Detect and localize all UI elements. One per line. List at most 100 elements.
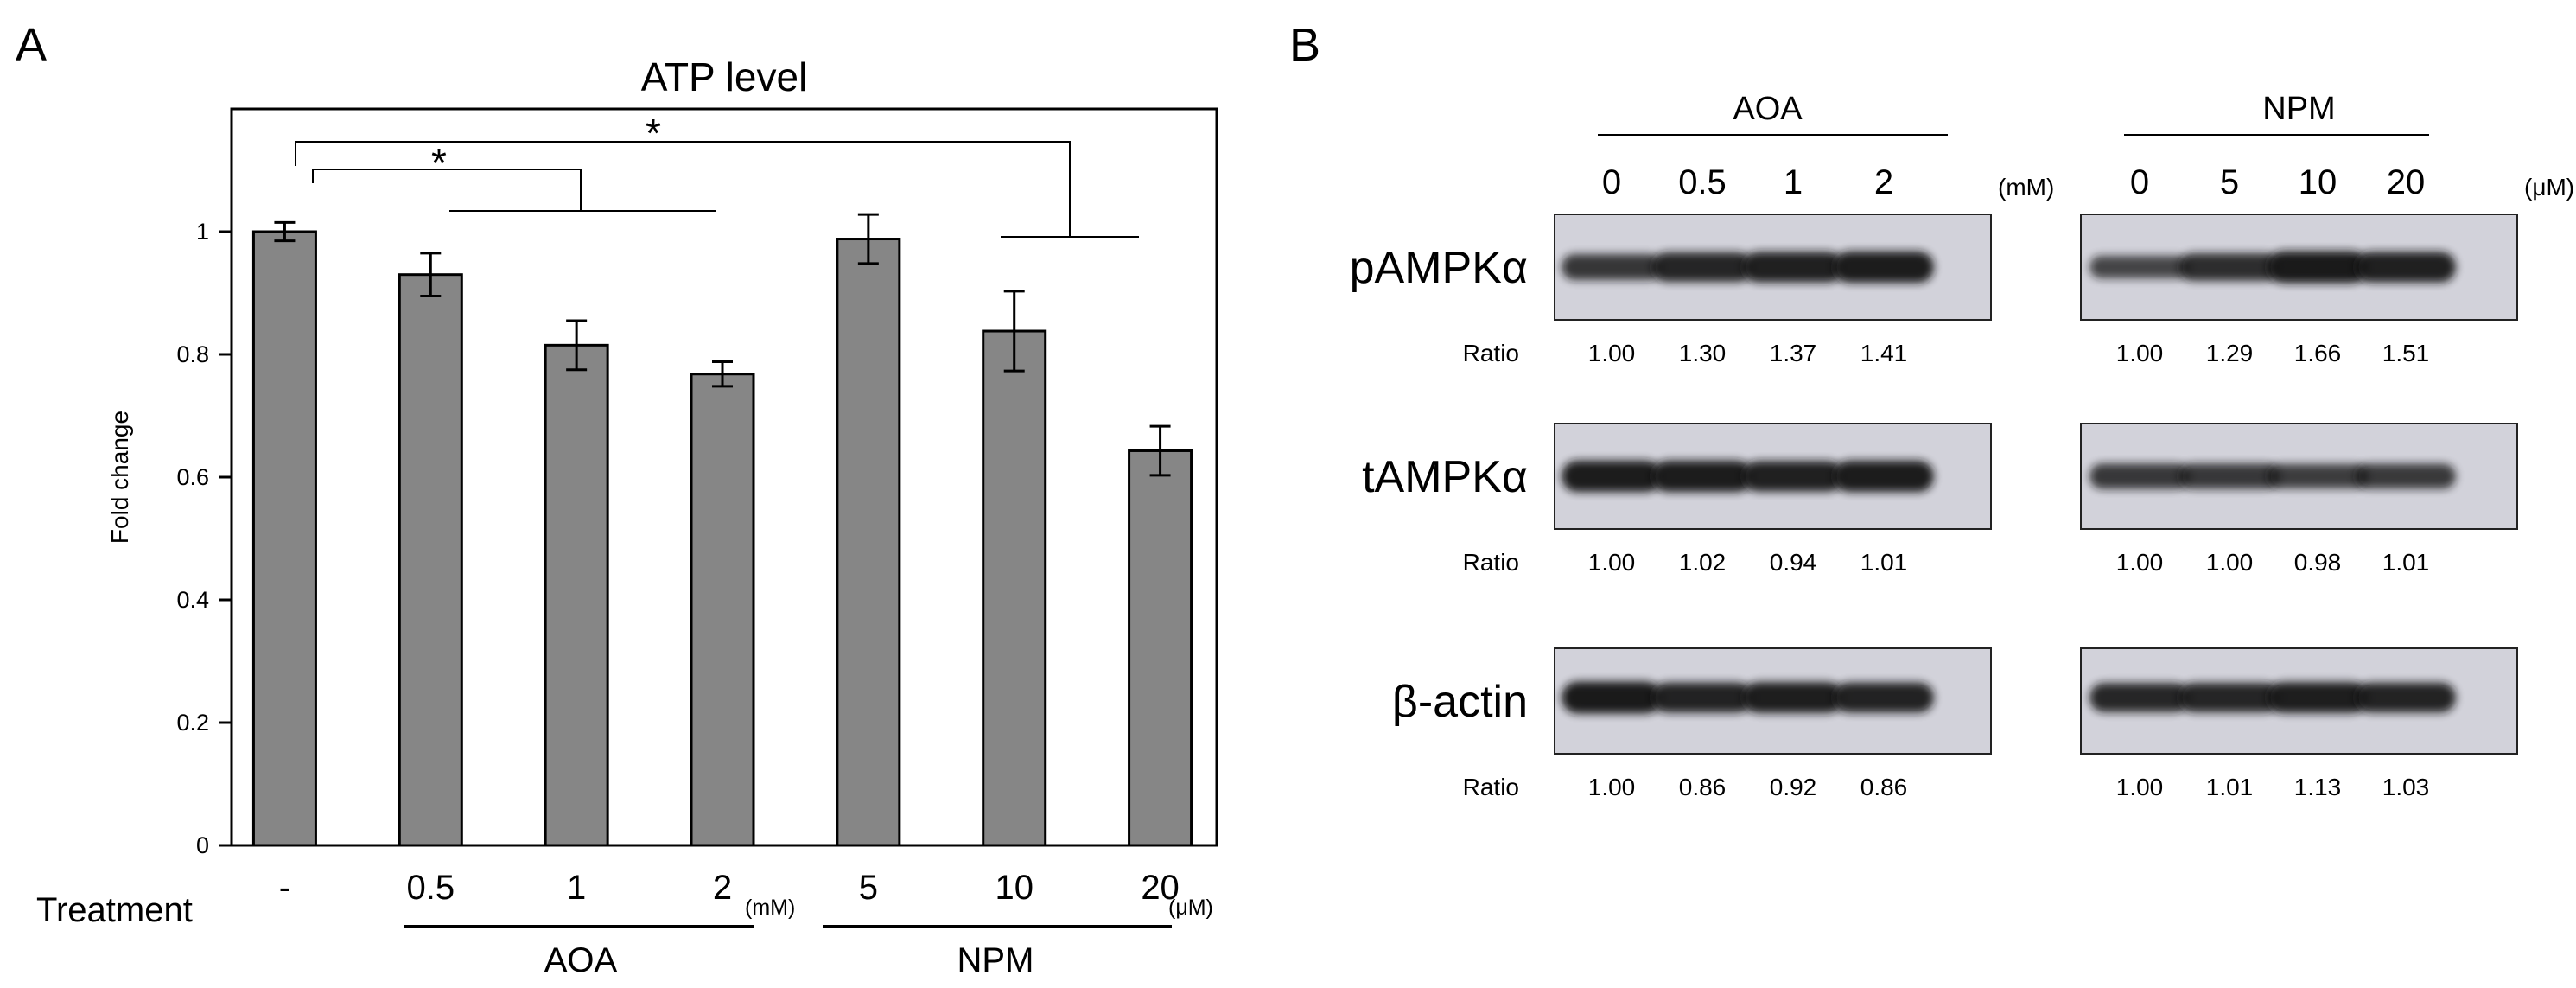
ratio-value: 1.00: [2116, 549, 2164, 576]
ratio-value: 1.01: [2382, 549, 2430, 576]
blot-band: [2179, 253, 2280, 281]
ratio-value: 1.00: [1588, 549, 1636, 576]
blot-unit: (mM): [1998, 174, 2054, 201]
blot-band: [1562, 461, 1662, 492]
blot-band: [1562, 682, 1662, 714]
significance-brackets: * *: [296, 111, 1139, 237]
bar: [253, 232, 315, 845]
x-tick-labels: - 0.5 1 2 5 10 20: [279, 869, 1180, 907]
npm-group-label: NPM: [957, 941, 1034, 979]
bracket-aoa: [313, 169, 581, 211]
ratio-label: Ratio: [1463, 340, 1519, 367]
y-tick-label: 0.2: [176, 710, 209, 736]
blot-band: [1743, 252, 1843, 282]
blot-headers: AOA 0 0.5 1 2 (mM) NPM 0 5 10 20 (μM): [1598, 91, 2574, 201]
blot-band: [2089, 463, 2190, 488]
lane-label: 1: [1784, 163, 1803, 201]
lane-label: 10: [2299, 163, 2337, 201]
blot-band: [1743, 682, 1843, 713]
blot-band: [2089, 683, 2190, 712]
blot-row: tAMPKα Ratio 1.00 1.02 0.94 1.01 1.00 1.00 0.98 1…: [1362, 424, 2517, 576]
ratio-value: 1.00: [1588, 774, 1636, 800]
blot-band: [1834, 683, 1934, 713]
unit-mm: (mM): [745, 896, 795, 920]
blot-band: [2179, 683, 2280, 712]
blot-band: [2268, 252, 2368, 284]
blot-band: [2089, 256, 2190, 278]
blot-unit: (μM): [2524, 174, 2574, 201]
bar: [545, 345, 607, 845]
blot-band: [1834, 252, 1934, 283]
x-tick-label: 2: [713, 869, 732, 907]
chart-title: ATP level: [641, 54, 808, 99]
x-tick-label: 5: [859, 869, 878, 907]
panel-label-b: B: [1289, 19, 1320, 71]
ratio-value: 1.01: [2206, 774, 2254, 800]
blot-band: [2356, 683, 2456, 712]
y-tick-label: 0.4: [176, 587, 209, 613]
bar: [837, 239, 900, 845]
y-ticks: 0 0.2 0.4 0.6 0.8 1: [176, 219, 232, 858]
ratio-value: 1.37: [1770, 340, 1817, 367]
ratio-value: 1.01: [1860, 549, 1908, 576]
ratio-value: 1.29: [2206, 340, 2254, 367]
x-tick-label: 0.5: [406, 869, 455, 907]
lane-label: 2: [1874, 163, 1893, 201]
ratio-value: 1.03: [2382, 774, 2430, 800]
ratio-value: 1.51: [2382, 340, 2430, 367]
ratio-label: Ratio: [1463, 774, 1519, 800]
ratio-value: 1.13: [2294, 774, 2342, 800]
blot-band: [1652, 683, 1752, 713]
y-tick-label: 0: [196, 832, 209, 858]
ratio-value: 1.66: [2294, 340, 2342, 367]
blot-band: [1652, 461, 1752, 492]
atp-bar-chart: ATP level Fold change 0 0.2 0.4 0.6 0.8 1 - 0.…: [36, 54, 1217, 979]
bracket-npm: [296, 142, 1070, 237]
blot-group-label: NPM: [2262, 91, 2335, 127]
ratio-value: 1.41: [1860, 340, 1908, 367]
y-tick-label: 0.8: [176, 341, 209, 367]
y-tick-label: 0.6: [176, 464, 209, 490]
blot-band: [1834, 461, 1934, 492]
bars: [253, 232, 1191, 845]
ratio-value: 1.00: [2206, 549, 2254, 576]
bar: [399, 275, 461, 845]
lane-label: 0: [2130, 163, 2149, 201]
ratio-label: Ratio: [1463, 549, 1519, 576]
bar: [1129, 450, 1192, 845]
blot-row-label: pAMPKα: [1350, 243, 1528, 293]
significance-star-npm: *: [646, 111, 661, 156]
blot-band: [2268, 464, 2368, 488]
blot-band: [2179, 463, 2280, 488]
lane-label: 5: [2220, 163, 2239, 201]
ratio-value: 1.00: [2116, 774, 2164, 800]
ratio-value: 1.30: [1679, 340, 1727, 367]
blot-band: [1652, 252, 1752, 282]
ratio-value: 0.94: [1770, 549, 1817, 576]
x-tick-label: 10: [995, 869, 1034, 907]
unit-um: (μM): [1168, 896, 1213, 920]
bar: [691, 374, 754, 845]
blot-rows: pAMPKα Ratio 1.00 1.30 1.37 1.41 1.00 1.29 1.66 1…: [1350, 214, 2517, 800]
significance-star-aoa: *: [431, 140, 447, 185]
lane-label: 20: [2387, 163, 2426, 201]
x-tick-label: -: [279, 869, 290, 907]
ratio-value: 0.98: [2294, 549, 2342, 576]
blot-band: [1562, 254, 1662, 280]
ratio-value: 0.92: [1770, 774, 1817, 800]
blot-band: [1743, 461, 1843, 491]
blot-row-label: β-actin: [1392, 677, 1528, 727]
western-blot-panel: AOA 0 0.5 1 2 (mM) NPM 0 5 10 20 (μM) pAMPKα Ratio 1.…: [1350, 91, 2574, 800]
x-axis-label: Treatment: [36, 891, 193, 929]
blot-group-label: AOA: [1733, 91, 1803, 127]
y-tick-label: 1: [196, 219, 209, 245]
ratio-value: 1.00: [1588, 340, 1636, 367]
blot-band: [2356, 464, 2456, 489]
lane-label: 0: [1602, 163, 1621, 201]
x-tick-label: 1: [567, 869, 586, 907]
lane-label: 0.5: [1678, 163, 1727, 201]
ratio-value: 0.86: [1679, 774, 1727, 800]
ratio-value: 1.02: [1679, 549, 1727, 576]
aoa-group-label: AOA: [544, 941, 618, 979]
